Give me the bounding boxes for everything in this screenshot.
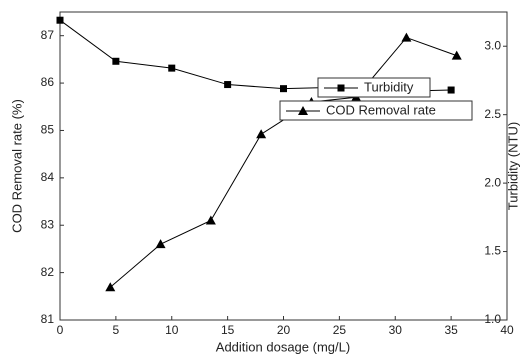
y-tick-label: 82: [41, 265, 55, 279]
y-tick-label: 85: [41, 123, 55, 137]
y2-tick-label: 1.5: [484, 244, 501, 258]
x-axis-title: Addition dosage (mg/L): [216, 339, 350, 354]
plot-frame: [59, 11, 508, 321]
data-point: [280, 85, 287, 93]
legend-marker: [298, 106, 308, 115]
data-point: [105, 282, 116, 292]
x-tick-label: 35: [444, 323, 458, 337]
y-axis-title: COD Removal rate (%): [9, 99, 24, 233]
data-point: [256, 129, 267, 139]
data-point: [168, 64, 176, 72]
x-tick-label: 40: [500, 323, 514, 337]
data-point: [401, 32, 412, 42]
x-tick-label: 30: [389, 323, 403, 337]
legend-label: Turbidity: [364, 79, 414, 94]
data-point: [112, 57, 120, 65]
series-line: [109, 36, 457, 288]
x-tick-label: 0: [57, 323, 64, 337]
x-tick-label: 15: [221, 323, 235, 337]
x-tick-label: 20: [277, 323, 291, 337]
y-tick-label: 84: [41, 170, 55, 184]
y-tick-label: 83: [41, 217, 55, 231]
legend-marker: [337, 84, 345, 92]
data-point: [155, 239, 166, 249]
y2-tick-label: 3.0: [484, 38, 501, 52]
data-point: [205, 215, 216, 225]
y2-tick-label: 1.0: [484, 312, 501, 326]
y-tick-label: 87: [41, 28, 55, 42]
data-point: [56, 16, 64, 24]
data-point: [447, 86, 455, 94]
x-tick-label: 5: [113, 323, 120, 337]
legend-box: [317, 77, 431, 98]
x-tick-label: 10: [165, 323, 179, 337]
y2-axis-title: Turbidity (NTU): [505, 122, 520, 210]
data-point: [451, 50, 462, 60]
x-tick-label: 25: [333, 323, 347, 337]
y-tick-label: 86: [41, 75, 55, 89]
y-tick-label: 81: [41, 312, 55, 326]
data-point: [224, 81, 232, 89]
legend-label: COD Removal rate: [326, 102, 436, 117]
y2-tick-label: 2.0: [484, 175, 501, 189]
y2-tick-label: 2.5: [484, 107, 501, 121]
legend-box: [279, 100, 473, 121]
